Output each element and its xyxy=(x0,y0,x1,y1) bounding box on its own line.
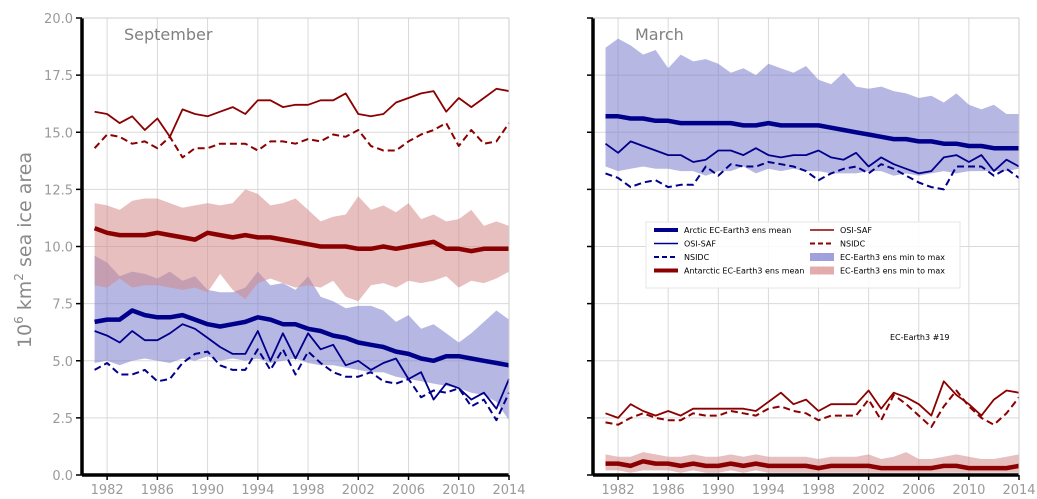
x-tick-label: 1986 xyxy=(141,483,174,498)
legend-swatch xyxy=(810,266,834,275)
legend-fill-swatch xyxy=(810,266,834,275)
x-tick-label: 1994 xyxy=(752,483,785,498)
x-tick-label: 2002 xyxy=(342,483,375,498)
x-tick-label: 2006 xyxy=(902,483,935,498)
panel-september: 0.0 2.5 5.0 7.5 10.0 12.5 15.0 17.5 20.0 1982 1986… xyxy=(44,12,526,498)
x-tick-label: 1998 xyxy=(292,483,325,498)
model-annotation: EC-Earth3 #19 xyxy=(890,333,950,342)
y-tick-label: 7.5 xyxy=(52,298,73,313)
panel-title: September xyxy=(124,25,213,44)
y-tick-label: 20.0 xyxy=(44,12,73,27)
y-tick-label: 10.0 xyxy=(44,241,73,256)
legend: Arctic EC-Earth3 ens mean OSI-SAF NSIDC Ant… xyxy=(645,221,961,289)
antarctic-nsidc-line xyxy=(605,389,1020,428)
antarctic-nsidc-line xyxy=(93,122,510,159)
legend-label: EC-Earth3 ens min to max xyxy=(840,253,945,262)
y-tick-label: 17.5 xyxy=(44,69,73,84)
arctic-osisaf-line xyxy=(94,323,510,410)
x-tick-label: 2010 xyxy=(952,483,985,498)
x-tick-label: 2010 xyxy=(442,483,475,498)
x-tick-label: 1982 xyxy=(91,483,124,498)
x-tick-label: 2006 xyxy=(392,483,425,498)
x-tick-label: 1986 xyxy=(652,483,685,498)
y-tick-label: 0.0 xyxy=(52,469,73,484)
x-tick-label: 1994 xyxy=(241,483,274,498)
legend-label: NSIDC xyxy=(684,253,710,262)
x-tick-label: 2002 xyxy=(852,483,885,498)
legend-swatch xyxy=(810,253,834,261)
arctic-range-band xyxy=(94,255,509,421)
arctic-ens-mean-line xyxy=(94,308,510,368)
x-tick-label: 2014 xyxy=(492,483,525,498)
antarctic-range-band xyxy=(94,189,509,302)
antarctic-osisaf-line xyxy=(94,87,510,138)
legend-label: NSIDC xyxy=(840,240,866,249)
legend-fill-swatch xyxy=(810,253,834,261)
legend-label: Arctic EC-Earth3 ens mean xyxy=(684,226,791,235)
y-axis-label: 106 km2 sea ice area xyxy=(12,152,36,348)
x-tick-label: 1982 xyxy=(602,483,635,498)
antarctic-osisaf-line xyxy=(605,380,1020,419)
panel-march: 1982 1986 1990 1994 1998 2002 2006 2010 2014 Marc… xyxy=(587,17,1036,498)
x-tick-label: 1990 xyxy=(702,483,735,498)
legend-label: Antarctic EC-Earth3 ens mean xyxy=(684,267,804,276)
legend-label: OSI-SAF xyxy=(840,226,872,235)
x-tick-label: 2014 xyxy=(1002,483,1035,498)
arctic-ens-mean-line xyxy=(605,114,1019,151)
x-tick-label: 1990 xyxy=(191,483,224,498)
x-tick-label: 1998 xyxy=(802,483,835,498)
y-tick-label: 15.0 xyxy=(44,126,73,141)
arctic-nsidc-line xyxy=(605,161,1020,191)
y-tick-label: 5.0 xyxy=(52,355,73,370)
legend-label: EC-Earth3 ens min to max xyxy=(840,267,945,276)
panel-title: March xyxy=(635,25,684,44)
antarctic-ens-mean-line xyxy=(605,459,1020,471)
y-tick-label: 12.5 xyxy=(44,183,73,198)
legend-box xyxy=(645,221,961,289)
legend-label: OSI-SAF xyxy=(684,240,716,249)
y-tick-label: 2.5 xyxy=(52,412,73,427)
arctic-osisaf-line xyxy=(604,140,1020,175)
antarctic-ens-mean-line xyxy=(93,226,509,254)
